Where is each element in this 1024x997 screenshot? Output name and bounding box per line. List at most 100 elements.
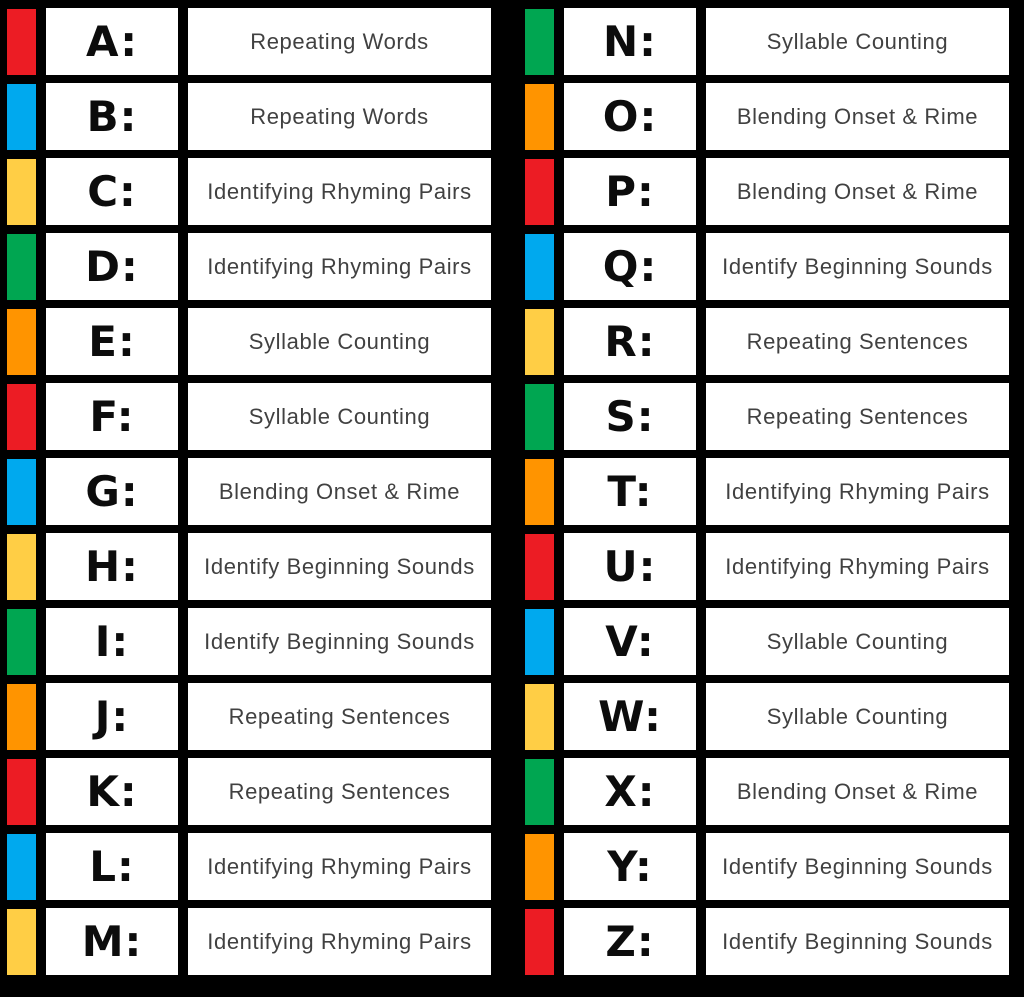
- skill-cell: Identifying Rhyming Pairs: [184, 229, 495, 304]
- skill-label: Identifying Rhyming Pairs: [725, 553, 990, 579]
- skill-label: Repeating Words: [250, 28, 429, 54]
- skill-label: Identify Beginning Sounds: [722, 928, 993, 954]
- letter-cell: D:: [42, 229, 182, 304]
- table-row: J: Repeating Sentences: [7, 679, 495, 754]
- letter-label: E:: [88, 317, 136, 366]
- skill-cell: Identify Beginning Sounds: [702, 904, 1013, 979]
- table-row: W: Syllable Counting: [525, 679, 1013, 754]
- table-row: V: Syllable Counting: [525, 604, 1013, 679]
- skill-cell: Blending Onset & Rime: [702, 754, 1013, 829]
- color-tab: [7, 459, 36, 525]
- skill-label: Identify Beginning Sounds: [722, 253, 993, 279]
- table-row: G: Blending Onset & Rime: [7, 454, 495, 529]
- chart-column-right: N: Syllable Counting O: Blending Onset &…: [525, 4, 1013, 979]
- letter-cell: E:: [42, 304, 182, 379]
- table-row: X: Blending Onset & Rime: [525, 754, 1013, 829]
- skill-cell: Blending Onset & Rime: [184, 454, 495, 529]
- letter-label: P:: [605, 167, 655, 216]
- letter-label: M:: [81, 917, 143, 966]
- skill-label: Syllable Counting: [248, 328, 431, 354]
- letter-cell: R:: [560, 304, 700, 379]
- skill-label: Identifying Rhyming Pairs: [207, 928, 472, 954]
- letter-cell: L:: [42, 829, 182, 904]
- letter-label: N:: [603, 17, 657, 66]
- table-row: I: Identify Beginning Sounds: [7, 604, 495, 679]
- skill-label: Repeating Sentences: [228, 778, 451, 804]
- letter-cell: T:: [560, 454, 700, 529]
- letter-label: U:: [603, 542, 657, 591]
- skill-label: Repeating Words: [250, 103, 429, 129]
- color-tab: [7, 9, 36, 75]
- table-row: Z: Identify Beginning Sounds: [525, 904, 1013, 979]
- skill-cell: Identifying Rhyming Pairs: [184, 829, 495, 904]
- table-row: C: Identifying Rhyming Pairs: [7, 154, 495, 229]
- skill-label: Syllable Counting: [248, 403, 431, 429]
- color-tab: [525, 459, 554, 525]
- letter-label: W:: [598, 692, 662, 741]
- letter-cell: C:: [42, 154, 182, 229]
- skill-label: Identify Beginning Sounds: [204, 628, 475, 654]
- skill-label: Blending Onset & Rime: [218, 478, 461, 504]
- letter-label: Z:: [605, 917, 655, 966]
- color-tab: [7, 834, 36, 900]
- table-row: H: Identify Beginning Sounds: [7, 529, 495, 604]
- letter-label: Y:: [607, 842, 653, 891]
- letter-label: A:: [85, 17, 139, 66]
- skill-label: Syllable Counting: [766, 703, 949, 729]
- letter-label: C:: [87, 167, 137, 216]
- letter-label: I:: [94, 617, 130, 666]
- chart-column-left: A: Repeating Words B: Repeating Words C:…: [7, 4, 495, 979]
- table-row: N: Syllable Counting: [525, 4, 1013, 79]
- color-tab: [7, 159, 36, 225]
- color-tab: [525, 384, 554, 450]
- color-tab: [7, 84, 36, 150]
- letter-cell: K:: [42, 754, 182, 829]
- letter-cell: N:: [560, 4, 700, 79]
- skill-label: Identify Beginning Sounds: [204, 553, 475, 579]
- skill-cell: Syllable Counting: [702, 604, 1013, 679]
- color-tab: [525, 234, 554, 300]
- color-tab: [7, 309, 36, 375]
- color-tab: [525, 534, 554, 600]
- skill-label: Blending Onset & Rime: [736, 103, 979, 129]
- skill-label: Identifying Rhyming Pairs: [207, 853, 472, 879]
- color-tab: [525, 9, 554, 75]
- skill-cell: Identify Beginning Sounds: [702, 829, 1013, 904]
- color-tab: [525, 909, 554, 975]
- table-row: T: Identifying Rhyming Pairs: [525, 454, 1013, 529]
- skill-cell: Syllable Counting: [702, 679, 1013, 754]
- color-tab: [525, 759, 554, 825]
- skill-label: Repeating Sentences: [228, 703, 451, 729]
- skill-cell: Repeating Words: [184, 79, 495, 154]
- letter-cell: M:: [42, 904, 182, 979]
- letter-cell: X:: [560, 754, 700, 829]
- color-tab: [7, 384, 36, 450]
- table-row: B: Repeating Words: [7, 79, 495, 154]
- letter-cell: O:: [560, 79, 700, 154]
- color-tab: [7, 909, 36, 975]
- color-tab: [525, 309, 554, 375]
- skill-cell: Syllable Counting: [702, 4, 1013, 79]
- skill-cell: Identifying Rhyming Pairs: [702, 529, 1013, 604]
- skill-cell: Identifying Rhyming Pairs: [702, 454, 1013, 529]
- letter-label: G:: [85, 467, 139, 516]
- letter-cell: S:: [560, 379, 700, 454]
- color-tab: [525, 834, 554, 900]
- table-row: Q: Identify Beginning Sounds: [525, 229, 1013, 304]
- letter-cell: Y:: [560, 829, 700, 904]
- skill-label: Identifying Rhyming Pairs: [725, 478, 990, 504]
- letter-label: T:: [607, 467, 653, 516]
- letter-label: L:: [89, 842, 135, 891]
- skill-label: Identifying Rhyming Pairs: [207, 253, 472, 279]
- table-row: R: Repeating Sentences: [525, 304, 1013, 379]
- skill-label: Blending Onset & Rime: [736, 178, 979, 204]
- letter-cell: A:: [42, 4, 182, 79]
- skill-cell: Identify Beginning Sounds: [184, 604, 495, 679]
- skill-cell: Syllable Counting: [184, 304, 495, 379]
- table-row: K: Repeating Sentences: [7, 754, 495, 829]
- table-row: A: Repeating Words: [7, 4, 495, 79]
- skill-cell: Identifying Rhyming Pairs: [184, 904, 495, 979]
- letter-cell: H:: [42, 529, 182, 604]
- letter-cell: U:: [560, 529, 700, 604]
- letter-cell: W:: [560, 679, 700, 754]
